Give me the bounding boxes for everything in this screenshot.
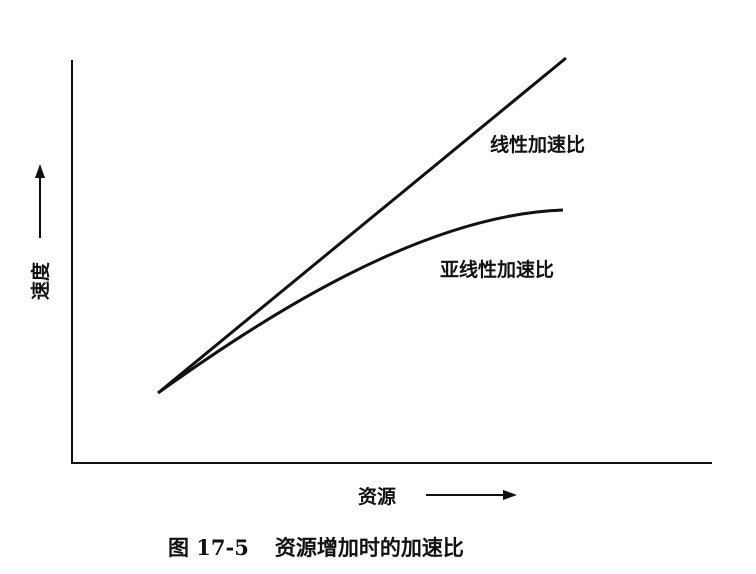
x-axis-label: 资源 <box>358 486 397 508</box>
y-arrow <box>35 164 45 238</box>
linear-speedup-label: 线性加速比 <box>490 134 586 156</box>
sublinear-speedup-label: 亚线性加速比 <box>440 259 555 281</box>
caption-title: 资源增加时的加速比 <box>274 535 464 560</box>
figure-caption: 图 17-5 资源增加时的加速比 <box>168 532 464 562</box>
caption-number: 图 17-5 <box>168 535 249 560</box>
sublinear-speedup-curve <box>157 208 564 395</box>
y-axis-label-text: 速度 <box>30 261 52 300</box>
y-axis-label: 速度 <box>26 262 53 300</box>
x-arrow <box>426 490 517 500</box>
linear-speedup-line <box>157 56 567 395</box>
